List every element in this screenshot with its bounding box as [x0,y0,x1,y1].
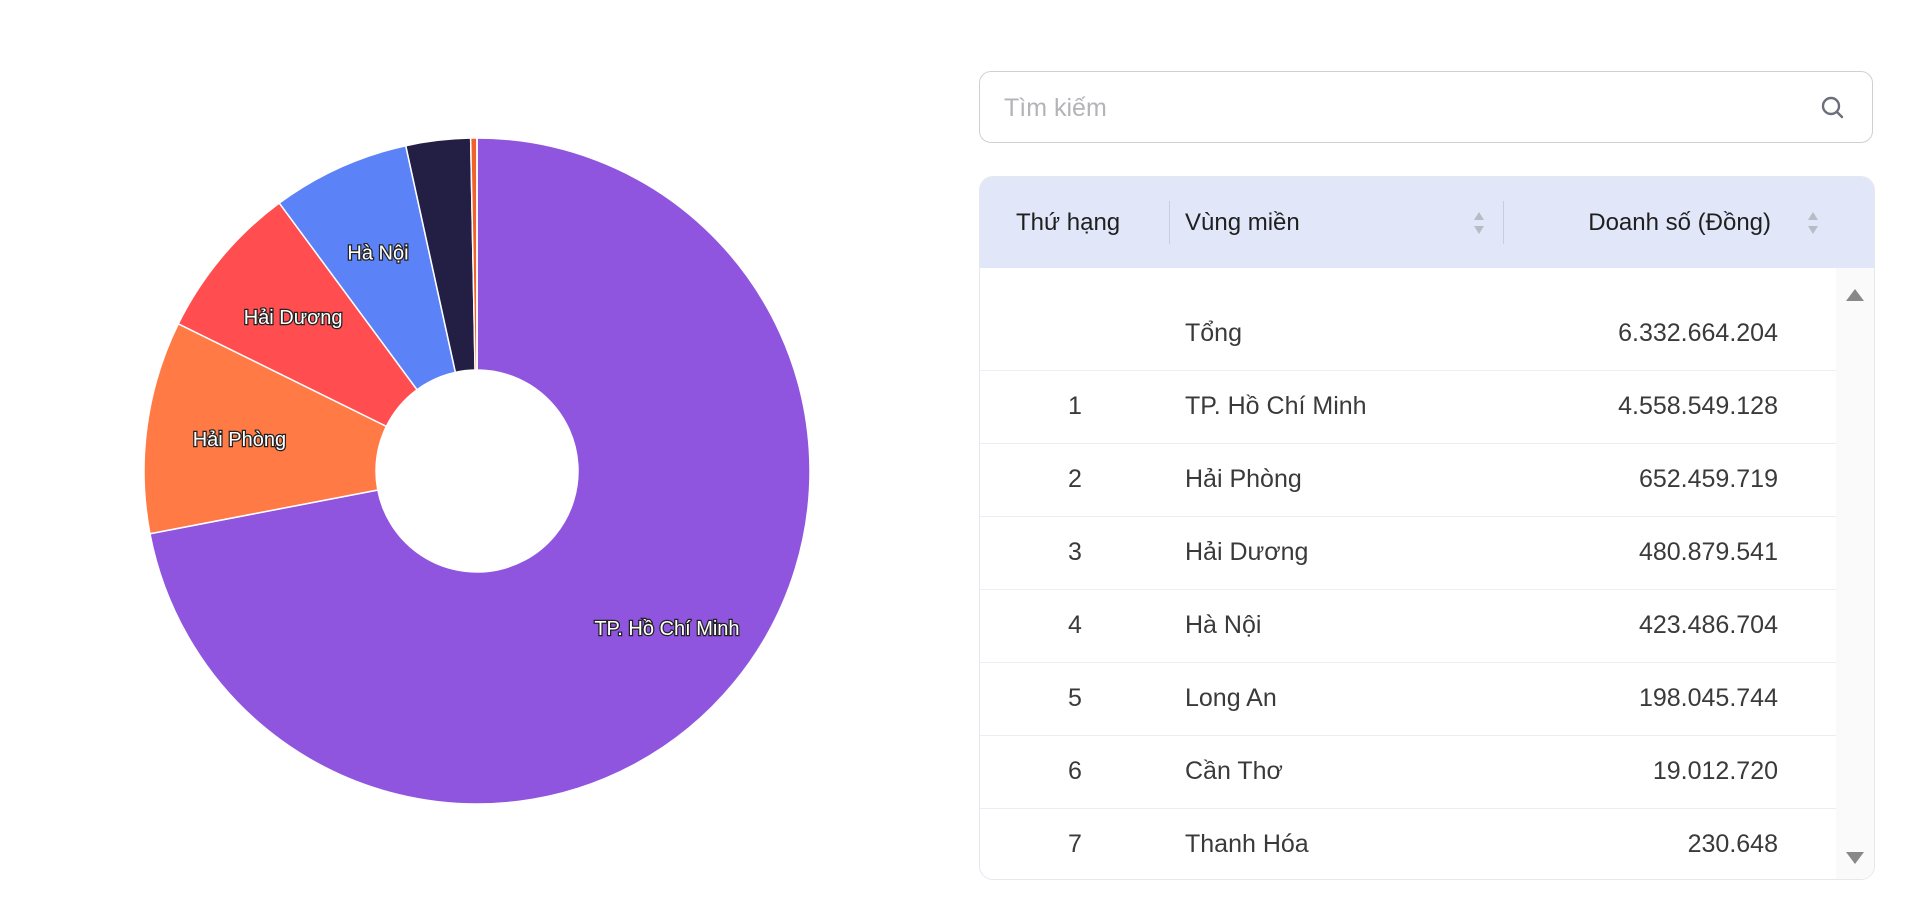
sort-icon[interactable] [1472,210,1486,236]
rank-cell: 6 [1068,757,1082,785]
slice-label: Hải Phòng [193,429,286,451]
sales-cell: 423.486.704 [1638,611,1778,639]
rank-cell: 3 [1068,538,1082,566]
column-divider [1503,201,1504,244]
region-cell: Long An [1185,684,1277,712]
header-sales[interactable]: Doanh số (Đồng) [1588,209,1771,236]
search-icon[interactable] [1820,95,1846,121]
rank-cell: 2 [1068,465,1082,493]
table-row[interactable]: 5 Long An 198.045.744 [980,662,1836,736]
region-cell: Hải Phòng [1185,465,1302,493]
scrollbar[interactable] [1836,268,1874,879]
header-region[interactable]: Vùng miền [1185,209,1300,236]
rank-cell: 1 [1068,392,1082,420]
rank-cell: 7 [1068,830,1082,858]
slice-label: Hải Dương [244,307,343,329]
sales-cell: 652.459.719 [1638,465,1778,493]
region-cell: Cần Thơ [1185,757,1283,785]
sales-cell: 4.558.549.128 [1618,392,1778,420]
sales-cell: 198.045.744 [1638,684,1778,712]
rank-cell: 5 [1068,684,1082,712]
sales-cell: 480.879.541 [1638,538,1778,566]
region-cell: TP. Hồ Chí Minh [1185,392,1367,420]
table-row[interactable]: 1 TP. Hồ Chí Minh 4.558.549.128 [980,370,1836,444]
pie-slice[interactable] [143,322,388,535]
table-row[interactable]: 2 Hải Phòng 652.459.719 [980,443,1836,517]
total-row[interactable]: Tổng 6.332.664.204 [980,297,1836,371]
donut-chart: TP. Hồ Chí Minh Hải Phòng Hải Dương Hà Nội [143,137,811,805]
sales-table: Thứ hạng Vùng miền Doanh số (Đồng) Tổng 6… [979,176,1875,880]
scroll-up-icon[interactable] [1845,288,1865,302]
scroll-down-icon[interactable] [1845,851,1865,865]
header-rank: Thứ hạng [1016,209,1121,236]
region-cell: Hải Dương [1185,538,1309,566]
sales-cell: 6.332.664.204 [1618,319,1778,347]
table-row[interactable]: 3 Hải Dương 480.879.541 [980,516,1836,590]
table-row[interactable]: 4 Hà Nội 423.486.704 [980,589,1836,663]
pie-slice[interactable] [149,137,811,805]
search-box[interactable] [979,71,1873,144]
sales-cell: 19.012.720 [1652,757,1778,785]
table-row[interactable]: 7 Thanh Hóa 230.648 [980,808,1836,879]
column-divider [1169,201,1170,244]
sort-icon[interactable] [1806,210,1820,236]
region-cell: Hà Nội [1185,611,1262,639]
slice-label: TP. Hồ Chí Minh [594,618,739,640]
slice-label: Hà Nội [347,243,408,265]
region-cell: Tổng [1185,319,1242,347]
search-input[interactable] [1002,72,1826,144]
pie-slice[interactable] [177,202,419,428]
rank-cell: 4 [1068,611,1082,639]
table-header: Thứ hạng Vùng miền Doanh số (Đồng) [980,177,1874,268]
sales-cell: 230.648 [1687,830,1778,858]
region-cell: Thanh Hóa [1185,830,1309,858]
table-row[interactable]: 6 Cần Thơ 19.012.720 [980,735,1836,809]
